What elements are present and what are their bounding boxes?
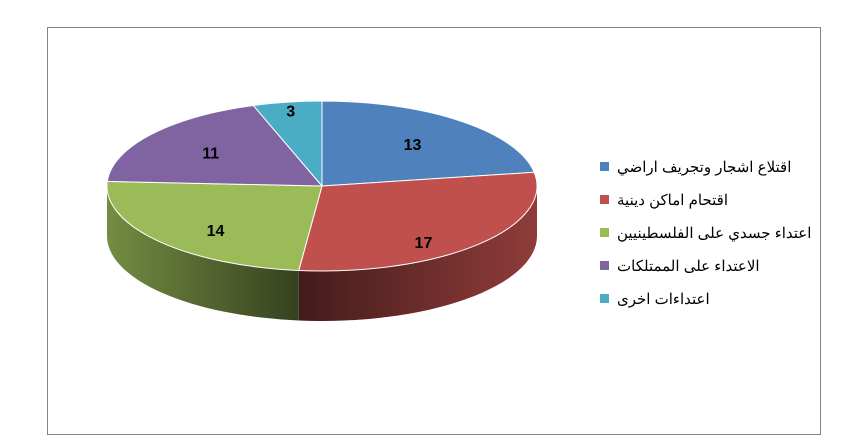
- legend-item: اعتداء جسدي على الفلسطينيين: [600, 216, 815, 249]
- data-label: 13: [404, 137, 422, 154]
- legend-label: اعتداءات اخرى: [617, 290, 710, 308]
- legend-label: اعتداء جسدي على الفلسطينيين: [617, 224, 812, 242]
- data-label: 17: [415, 235, 433, 252]
- legend-item: اعتداءات اخرى: [600, 282, 815, 315]
- pie-slice: [106, 180, 323, 272]
- legend: اقتلاع اشجار وتجريف اراضي اقتحام اماكن د…: [600, 150, 815, 315]
- legend-swatch: [600, 195, 609, 204]
- pie-slice: [106, 104, 324, 187]
- legend-swatch: [600, 162, 609, 171]
- pie-slice-side: [107, 186, 299, 321]
- pie-slice: [321, 100, 535, 187]
- data-label: 11: [202, 146, 219, 163]
- legend-item: الاعتداء على الممتلكات: [600, 249, 815, 282]
- pie-slice-side: [298, 186, 537, 322]
- data-label: 3: [286, 104, 295, 121]
- legend-item: اقتلاع اشجار وتجريف اراضي: [600, 150, 815, 183]
- legend-swatch: [600, 228, 609, 237]
- data-label: 14: [207, 223, 225, 240]
- legend-item: اقتحام اماكن دينية: [600, 183, 815, 216]
- legend-label: اقتحام اماكن دينية: [617, 191, 729, 209]
- pie-slice: [298, 171, 538, 272]
- legend-label: اقتلاع اشجار وتجريف اراضي: [617, 158, 792, 176]
- legend-swatch: [600, 294, 609, 303]
- legend-swatch: [600, 261, 609, 270]
- pie-slice: [252, 100, 323, 188]
- legend-label: الاعتداء على الممتلكات: [617, 257, 760, 275]
